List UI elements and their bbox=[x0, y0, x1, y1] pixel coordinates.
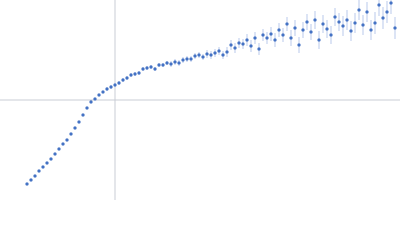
data-point bbox=[285, 22, 289, 26]
data-point bbox=[101, 90, 105, 94]
data-point bbox=[333, 15, 337, 19]
data-point bbox=[385, 10, 389, 14]
data-point bbox=[193, 54, 197, 58]
data-point bbox=[65, 138, 69, 142]
data-point bbox=[149, 65, 153, 69]
data-point bbox=[89, 100, 93, 104]
data-point bbox=[105, 87, 109, 91]
data-point bbox=[353, 21, 357, 25]
data-point bbox=[185, 57, 189, 61]
chart bbox=[0, 0, 400, 200]
data-point bbox=[221, 53, 225, 57]
data-point bbox=[365, 10, 369, 14]
data-point bbox=[117, 81, 121, 85]
data-point bbox=[289, 36, 293, 40]
data-point bbox=[129, 73, 133, 77]
data-point bbox=[181, 58, 185, 62]
data-point bbox=[293, 26, 297, 30]
data-point bbox=[369, 28, 373, 32]
data-point bbox=[313, 18, 317, 22]
data-point bbox=[109, 85, 113, 89]
data-point bbox=[297, 43, 301, 47]
data-point bbox=[261, 33, 265, 37]
data-point bbox=[49, 157, 53, 161]
data-point bbox=[25, 182, 29, 186]
data-point bbox=[177, 61, 181, 65]
data-point bbox=[345, 18, 349, 22]
data-point bbox=[45, 161, 49, 165]
data-point bbox=[337, 20, 341, 24]
data-point bbox=[97, 93, 101, 97]
data-point bbox=[281, 33, 285, 37]
data-point bbox=[237, 41, 241, 45]
data-point bbox=[57, 147, 61, 151]
data-point bbox=[329, 33, 333, 37]
data-point bbox=[273, 38, 277, 42]
data-point bbox=[77, 120, 81, 124]
data-point bbox=[377, 3, 381, 7]
data-point bbox=[133, 72, 137, 76]
data-point bbox=[241, 42, 245, 46]
data-point bbox=[301, 28, 305, 32]
data-point bbox=[169, 62, 173, 66]
data-point bbox=[361, 23, 365, 27]
data-point bbox=[153, 67, 157, 71]
data-point bbox=[357, 8, 361, 12]
data-point bbox=[165, 61, 169, 65]
data-point bbox=[253, 36, 257, 40]
data-point bbox=[245, 38, 249, 42]
data-point bbox=[41, 165, 45, 169]
data-point bbox=[213, 51, 217, 55]
data-point bbox=[305, 20, 309, 24]
data-point bbox=[317, 38, 321, 42]
data-point bbox=[321, 22, 325, 26]
data-point bbox=[269, 32, 273, 36]
data-point bbox=[141, 67, 145, 71]
data-point bbox=[145, 66, 149, 70]
data-point bbox=[113, 83, 117, 87]
data-point bbox=[81, 113, 85, 117]
data-point bbox=[37, 169, 41, 173]
data-point bbox=[189, 57, 193, 61]
data-point bbox=[61, 142, 65, 146]
data-point bbox=[249, 44, 253, 48]
data-point bbox=[29, 178, 33, 182]
data-point bbox=[233, 46, 237, 50]
data-point bbox=[161, 63, 165, 67]
data-point bbox=[217, 49, 221, 53]
page: (() => { const data = JSON.parse(documen… bbox=[0, 0, 400, 200]
data-point bbox=[325, 27, 329, 31]
data-point bbox=[93, 97, 97, 101]
data-point bbox=[373, 21, 377, 25]
data-point bbox=[229, 43, 233, 47]
data-point bbox=[265, 36, 269, 40]
data-point bbox=[125, 76, 129, 80]
data-point bbox=[341, 24, 345, 28]
data-point bbox=[225, 50, 229, 54]
data-point bbox=[257, 47, 261, 51]
data-point bbox=[173, 60, 177, 64]
data-point bbox=[157, 63, 161, 67]
data-point bbox=[349, 29, 353, 33]
data-point bbox=[73, 126, 77, 130]
data-point bbox=[137, 71, 141, 75]
data-point bbox=[209, 53, 213, 57]
data-point bbox=[85, 106, 89, 110]
data-point bbox=[197, 53, 201, 57]
data-point bbox=[53, 152, 57, 156]
data-point bbox=[309, 30, 313, 34]
data-point bbox=[277, 28, 281, 32]
data-point bbox=[121, 78, 125, 82]
data-point bbox=[381, 16, 385, 20]
data-point bbox=[69, 132, 73, 136]
data-point bbox=[201, 55, 205, 59]
data-point bbox=[393, 26, 397, 30]
data-point bbox=[205, 52, 209, 56]
data-point bbox=[389, 1, 393, 5]
data-point bbox=[33, 174, 37, 178]
